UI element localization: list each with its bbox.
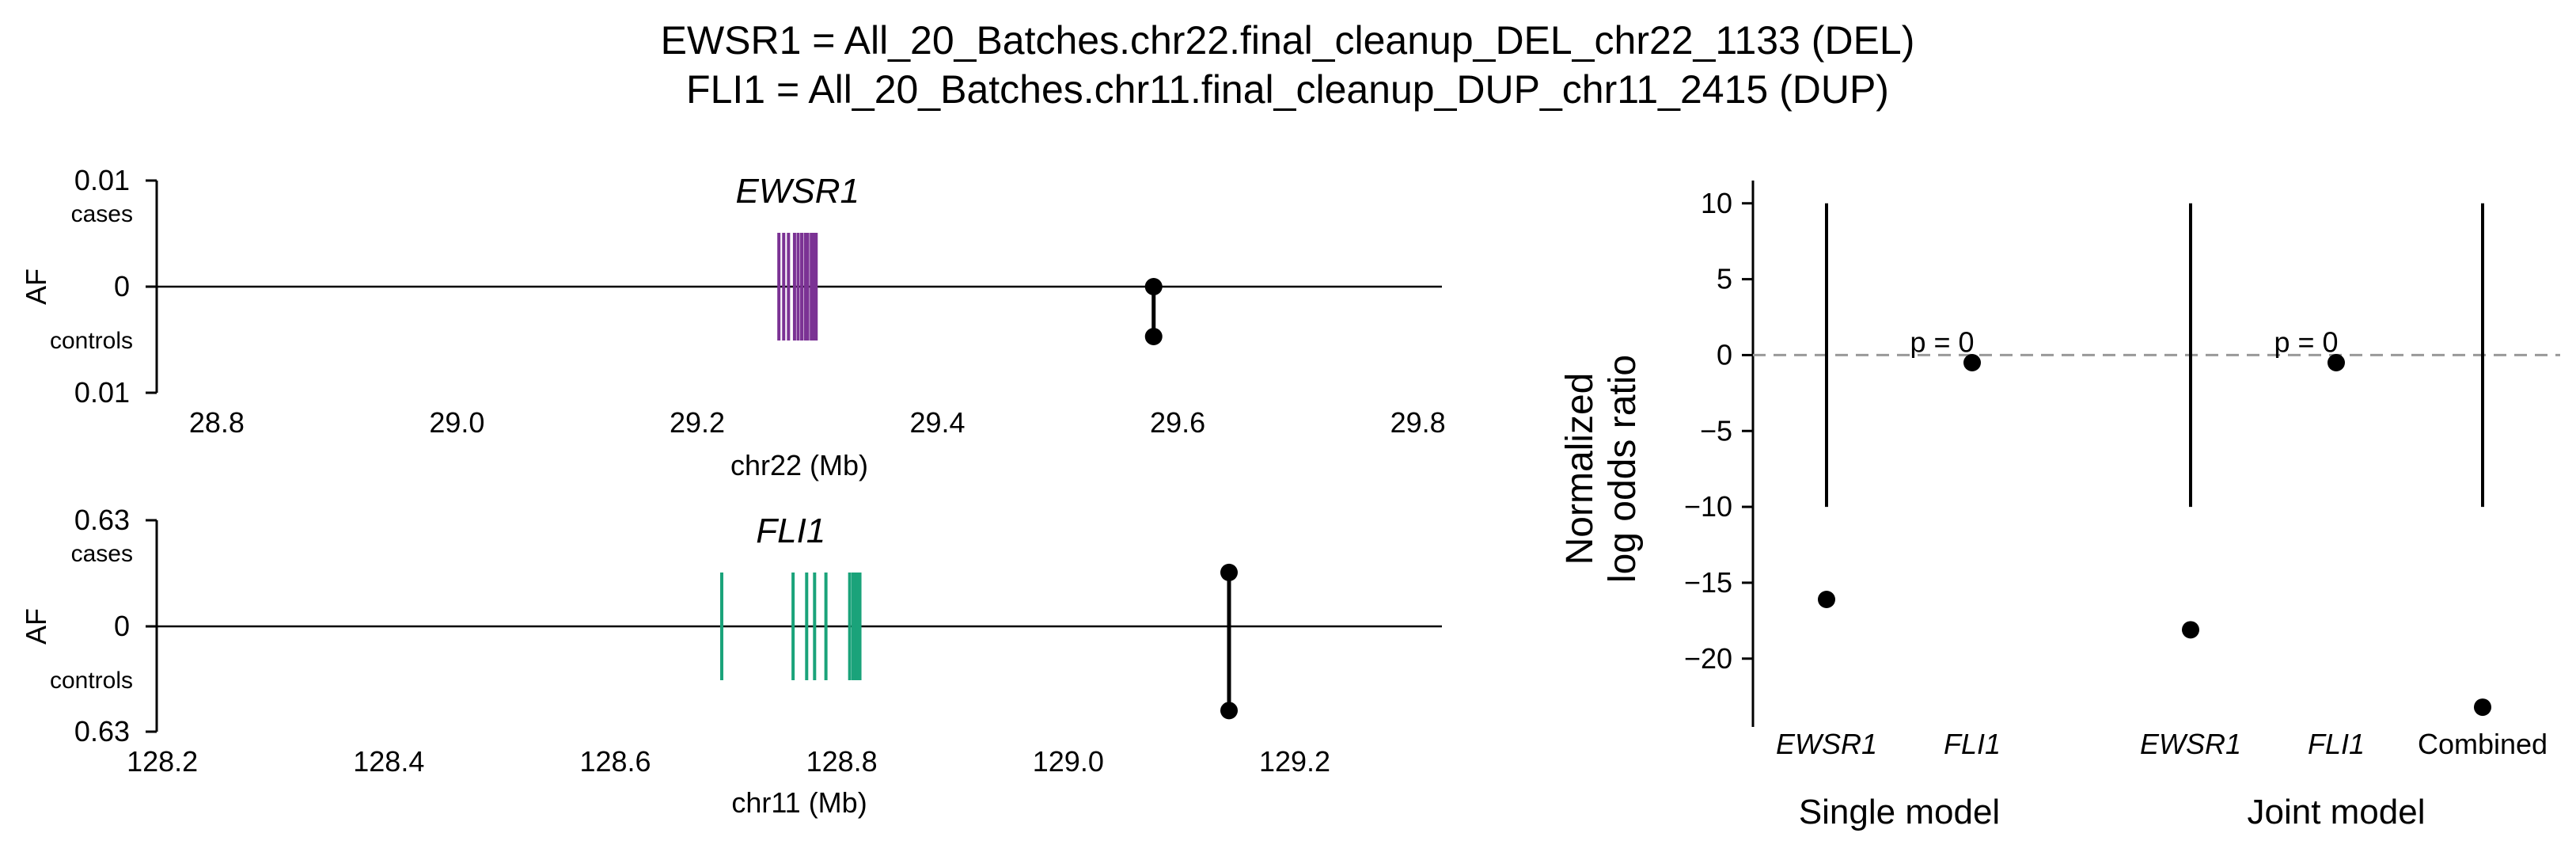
ewsr1-x-tick-label: 29.4 [910, 406, 966, 439]
ewsr1-x-tick-label: 29.0 [429, 406, 484, 439]
fli1-x-tick-label: 128.8 [806, 745, 878, 778]
ewsr1-y-tick-label-bottom: 0.01 [74, 376, 130, 409]
log-odds-y-tick-label: −10 [1684, 490, 1732, 523]
fli1-sv-controls-point [1220, 702, 1239, 720]
log-odds-y-label-line-2: log odds ratio [1602, 355, 1644, 583]
ewsr1-sv-controls-point [1144, 327, 1163, 345]
log-odds-joint-fli1-annotation: p = 0 [2274, 325, 2338, 358]
ewsr1-cases-label: cases [71, 201, 133, 227]
log-odds-y-label-line-1: Normalized [1559, 373, 1601, 565]
fli1-y-tick-label-mid: 0 [114, 610, 130, 642]
log-odds-y-tick-label: 5 [1717, 263, 1732, 295]
log-odds-panel: 10 5 0 −5 −10 −15 −20 Normalized log odds ratio p… [1559, 181, 2560, 831]
fli1-x-tick-label: 128.2 [127, 745, 198, 778]
fli1-controls-label: controls [50, 668, 133, 694]
group-label-single: Single model [1799, 793, 2000, 831]
fli1-locus-panel: 0.63 0 0.63 cases controls AF 128.2 128.4 128.6 1… [20, 504, 1442, 819]
ewsr1-y-axis-label: AF [20, 268, 52, 305]
ewsr1-y-tick-label-top: 0.01 [74, 164, 130, 196]
ewsr1-controls-label: controls [50, 328, 133, 354]
fli1-gene-label: FLI1 [756, 512, 825, 550]
ewsr1-y-tick-label-mid: 0 [114, 270, 130, 302]
log-odds-joint-combined-point [2474, 698, 2491, 717]
ewsr1-x-tick-label: 29.8 [1390, 406, 1446, 439]
category-label-fli1: FLI1 [2308, 728, 2365, 760]
category-label-combined: Combined [2418, 728, 2548, 760]
ewsr1-x-axis-label: chr22 (Mb) [730, 449, 868, 481]
ewsr1-gene-label: EWSR1 [735, 172, 859, 211]
fli1-sv-cases-point [1220, 563, 1239, 581]
log-odds-single-ewsr1-point [1818, 591, 1835, 608]
fli1-y-axis-label: AF [20, 608, 52, 645]
fli1-x-axis-label: chr11 (Mb) [731, 786, 867, 819]
fli1-x-tick-label: 128.6 [579, 745, 651, 778]
log-odds-joint-ewsr1-point [2182, 621, 2199, 639]
ewsr1-locus-panel: 0.01 0 0.01 cases controls AF 28.8 29.0 29.2 29.4… [20, 164, 1446, 481]
fli1-x-tick-label: 129.0 [1033, 745, 1104, 778]
figure-title-line-1: EWSR1 = All_20_Batches.chr22.final_clean… [661, 18, 1915, 63]
ewsr1-x-tick-label: 29.6 [1150, 406, 1205, 439]
log-odds-y-tick-label: −5 [1700, 414, 1732, 447]
log-odds-single-fli1-annotation: p = 0 [1910, 325, 1974, 358]
log-odds-y-tick-label: 10 [1701, 187, 1732, 219]
category-label-fli1: FLI1 [1944, 728, 2001, 760]
figure-title-line-2: FLI1 = All_20_Batches.chr11.final_cleanu… [686, 67, 1889, 112]
log-odds-y-tick-label: −15 [1684, 566, 1732, 599]
category-label-ewsr1: EWSR1 [1776, 728, 1877, 760]
log-odds-single-fli1-point [1963, 354, 1981, 371]
ewsr1-x-tick-label: 28.8 [189, 406, 245, 439]
ewsr1-sv-cases-point [1144, 278, 1163, 295]
fli1-y-tick-label-top: 0.63 [74, 504, 130, 536]
ewsr1-x-tick-label: 29.2 [670, 406, 725, 439]
fli1-x-tick-label: 129.2 [1259, 745, 1330, 778]
log-odds-y-tick-label: 0 [1717, 338, 1732, 371]
category-label-ewsr1: EWSR1 [2140, 728, 2241, 760]
fli1-y-tick-label-bottom: 0.63 [74, 715, 130, 748]
fli1-x-tick-label: 128.4 [353, 745, 424, 778]
log-odds-joint-fli1-point [2328, 354, 2345, 371]
group-label-joint: Joint model [2247, 793, 2425, 831]
fli1-cases-label: cases [71, 541, 133, 567]
log-odds-y-tick-label: −20 [1684, 642, 1732, 675]
